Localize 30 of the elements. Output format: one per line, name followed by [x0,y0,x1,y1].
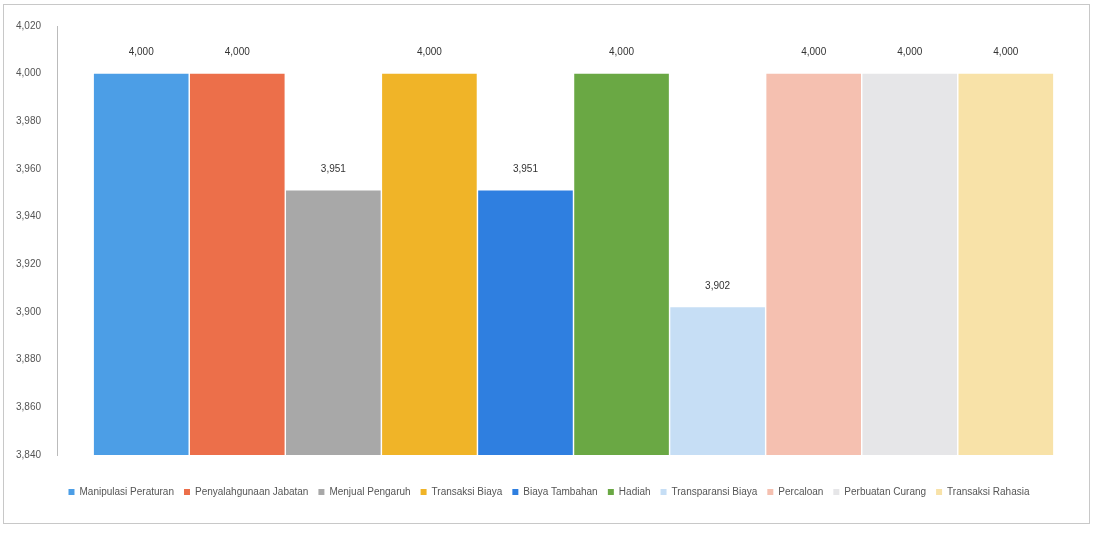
y-tick-label: 3,860 [15,401,42,413]
data-label: 4,000 [801,46,827,58]
y-tick-label: 3,900 [15,305,42,317]
data-label: 3,951 [512,163,539,175]
y-tick-label: 4,020 [15,19,42,31]
legend-label: Manipulasi Peraturan [79,485,174,497]
legend-label: Transaksi Rahasia [947,485,1030,497]
y-tick-label: 4,000 [15,67,42,79]
data-label: 4,000 [416,46,443,58]
legend-label: Hadiah [618,485,651,497]
legend-label: Biaya Tambahan [523,485,598,497]
legend-label: Transparansi Biaya [671,485,758,497]
y-tick-label: 3,840 [15,448,42,460]
y-tick-label: 3,960 [15,162,42,174]
legend-label: Menjual Pengaruh [329,485,411,497]
data-label: 4,000 [897,46,923,58]
data-label: 4,000 [224,46,251,58]
data-label: 3,951 [320,163,347,175]
y-tick-label: 3,980 [15,115,42,127]
legend-label: Penyalahgunaan Jabatan [194,485,309,497]
data-label: 3,902 [705,279,731,291]
data-label: 4,000 [993,46,1019,58]
y-tick-label: 3,880 [15,353,42,365]
legend-label: Perbuatan Curang [844,485,927,497]
legend-label: Percaloan [778,485,824,497]
y-tick-label: 3,920 [15,258,42,270]
data-label: 4,000 [609,46,635,58]
y-tick-label: 3,940 [15,210,42,222]
legend-label: Transaksi Biaya [431,485,503,497]
data-label: 4,000 [128,46,155,58]
